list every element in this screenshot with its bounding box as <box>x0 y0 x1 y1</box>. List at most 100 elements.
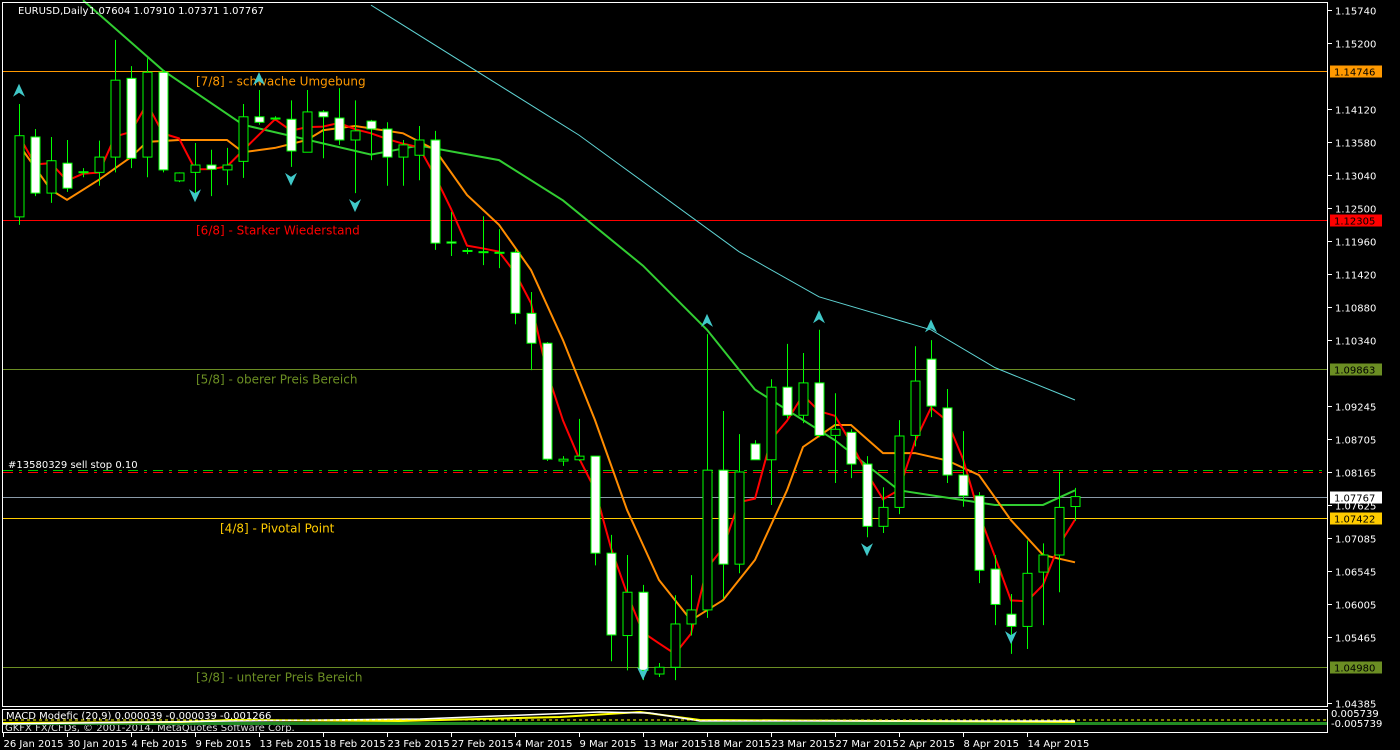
price-tick-label: 1.11960 <box>1335 238 1376 249</box>
candle <box>990 554 1001 626</box>
time-tick-label: 23 Mar 2015 <box>772 739 835 750</box>
bullish-candle-body <box>222 164 233 171</box>
candle <box>1006 594 1017 654</box>
price-tick-label: 1.14120 <box>1335 106 1376 117</box>
bullish-candle-body <box>1038 554 1049 573</box>
price-tag-bg <box>1330 512 1382 525</box>
candle <box>494 229 505 269</box>
level-label: [5/8] - oberer Preis Bereich <box>196 373 357 387</box>
time-tick-label: 2 Apr 2015 <box>900 739 955 750</box>
bearish-candle-body <box>590 455 601 554</box>
bearish-candle-body <box>382 128 393 158</box>
candle <box>766 379 777 505</box>
price-tick-label: 1.15740 <box>1335 7 1376 18</box>
candle <box>574 418 585 462</box>
price-tags: 1.14746 1.12305 1.09863 1.07422 1.04980 1.077… <box>1330 65 1382 675</box>
price-tick-label: 1.08705 <box>1335 436 1376 447</box>
fractal-up-arrow-icon <box>701 313 713 327</box>
bullish-candle-body <box>670 623 681 668</box>
bullish-candle-body <box>142 71 153 158</box>
bearish-candle-body <box>494 251 505 254</box>
candle <box>334 88 345 145</box>
bullish-candle-body <box>1022 572 1033 627</box>
order-line-group[interactable]: #13580329 sell stop 0.10 <box>3 460 1327 473</box>
bearish-candle-body <box>750 443 761 461</box>
candle <box>622 554 633 671</box>
candle <box>222 147 233 186</box>
bullish-candle-body <box>462 249 473 252</box>
candle <box>1054 471 1065 593</box>
macd-axis-min: -0.005739 <box>1331 719 1382 730</box>
candle <box>702 334 713 618</box>
candle <box>734 434 745 574</box>
bearish-candle-body <box>158 71 169 171</box>
bullish-candle-body <box>878 506 889 527</box>
price-tag-label: 1.04980 <box>1334 664 1375 675</box>
candle <box>78 168 89 178</box>
candle <box>846 429 857 479</box>
candle <box>670 595 681 681</box>
candle <box>590 455 601 566</box>
price-axis[interactable]: 1.15740 1.15200 1.14120 1.13580 1.13040 1.125… <box>1327 7 1376 711</box>
bullish-candle-body <box>238 116 249 162</box>
time-tick-label: 18 Mar 2015 <box>708 739 771 750</box>
time-tick-label: 27 Mar 2015 <box>836 739 899 750</box>
candle <box>638 584 649 681</box>
time-tick-label: 9 Feb 2015 <box>196 739 252 750</box>
fractal-down-arrow-icon <box>189 189 201 203</box>
macd-subwindow[interactable]: MACD Modefic (20,9) 0.000039 -0.000039 -… <box>2 709 1383 734</box>
time-axis[interactable]: 26 Jan 2015 30 Jan 2015 4 Feb 2015 9 Feb 20… <box>3 733 1090 750</box>
candle <box>798 352 809 424</box>
bullish-candle-body <box>894 435 905 508</box>
candle <box>750 440 761 461</box>
price-tag-bg <box>1330 214 1382 227</box>
price-tag-label: 1.07422 <box>1334 515 1375 526</box>
fractal-up-arrow-icon <box>925 319 937 333</box>
bearish-candle-body <box>510 251 521 314</box>
level-label: [7/8] - schwache Umgebung <box>196 75 366 89</box>
candle <box>430 130 441 250</box>
bearish-candle-body <box>206 164 217 170</box>
candle <box>1022 540 1033 649</box>
bearish-candle-body <box>606 552 617 636</box>
bearish-candle-body <box>254 116 265 123</box>
bearish-candle-body <box>926 358 937 407</box>
price-tag-label: 1.09863 <box>1334 366 1375 377</box>
bearish-candle-body <box>542 342 553 460</box>
price-tag-bg <box>1330 65 1382 78</box>
macd-histogram <box>3 722 1327 725</box>
fractal-up-arrow-icon <box>13 83 25 97</box>
price-tick-label: 1.09245 <box>1335 403 1376 414</box>
bullish-candle-body <box>734 471 745 565</box>
candle <box>958 431 969 507</box>
price-tick-label: 1.13580 <box>1335 139 1376 150</box>
bullish-candle-body <box>110 79 121 158</box>
bid-price-tag: 1.07767 <box>1334 494 1375 505</box>
bullish-candle-body <box>94 156 105 173</box>
bearish-candle-body <box>1006 613 1017 627</box>
candle <box>814 329 825 438</box>
time-tick-label: 9 Mar 2015 <box>580 739 637 750</box>
candle <box>510 249 521 325</box>
bearish-candle-body <box>270 117 281 120</box>
bullish-candle-body <box>478 251 489 254</box>
bid-price-tag-bg <box>1330 491 1382 504</box>
bullish-candle-body <box>766 386 777 461</box>
time-tick-label: 4 Mar 2015 <box>516 739 573 750</box>
bearish-candle-body <box>286 118 297 152</box>
candle <box>1070 487 1081 521</box>
candle <box>14 103 25 225</box>
time-tick-label: 18 Feb 2015 <box>324 739 386 750</box>
bearish-candle-body <box>942 407 953 476</box>
bullish-candle-body <box>14 135 25 218</box>
bearish-candle-body <box>862 463 873 527</box>
candle <box>878 487 889 534</box>
bearish-candle-body <box>638 591 649 671</box>
bullish-candle-body <box>350 130 361 141</box>
price-tick-label: 1.11420 <box>1335 271 1376 282</box>
watermark: GKFX FX/CFDs, © 2001-2014, MetaQuotes So… <box>5 723 295 734</box>
bearish-candle-body <box>974 495 985 571</box>
price-tick-label: 1.08165 <box>1335 469 1376 480</box>
